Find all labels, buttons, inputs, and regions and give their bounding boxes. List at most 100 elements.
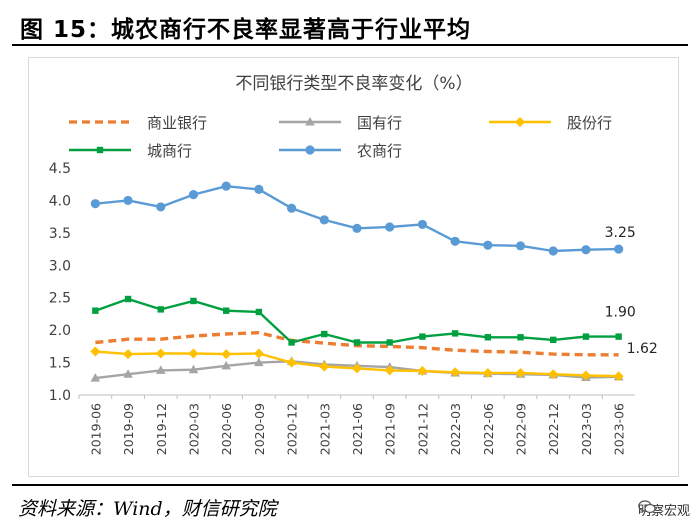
x-tick-label-15: 2023-03 (579, 403, 594, 455)
legend-2-marker (515, 117, 525, 127)
series-4-point-16 (614, 244, 624, 254)
x-tick-label-6: 2020-12 (285, 403, 300, 455)
series-4-point-1 (123, 195, 133, 206)
series-2-point-6 (286, 357, 297, 368)
brand-watermark: 明察宏观 (638, 500, 690, 519)
series-1-point-2 (155, 365, 166, 374)
series-2-point-13 (515, 367, 526, 378)
chart-frame: 不同银行类型不良率变化（%） 商业银行 国有行 股份行 城商行 农商行 1.0 1.5 2.0 2… (28, 57, 679, 477)
series-3-point-8 (353, 339, 361, 346)
figure-header: 图 15：城农商行不良率显著高于行业平均 (12, 8, 688, 44)
legend-4-label: 农商行 (357, 142, 402, 160)
series-3-point-5 (255, 308, 263, 316)
series-4-point-15 (581, 245, 591, 255)
y-tick-label-1: 1.5 (49, 356, 71, 372)
series-4-point-7 (319, 215, 329, 225)
series-1-point-5 (254, 357, 264, 367)
series-2-point-9 (384, 365, 395, 376)
series-1-point-0 (90, 373, 101, 382)
series-2-point-14 (548, 369, 559, 380)
series-4-point-12 (483, 240, 493, 250)
series-2-point-16 (613, 371, 624, 382)
bottom-rule (12, 484, 688, 486)
series-2-point-0 (90, 346, 101, 357)
legend-3-marker (96, 146, 104, 154)
x-tick-label-2: 2019-12 (154, 403, 169, 455)
x-tick-label-16: 2023-06 (612, 403, 627, 455)
series-4-point-10 (417, 219, 428, 230)
series-3-point-12 (484, 334, 492, 341)
series-4-point-11 (450, 236, 460, 246)
legend-1-label: 国有行 (357, 114, 402, 132)
x-tick-label-4: 2020-06 (219, 403, 234, 455)
x-tick-label-1: 2019-09 (121, 403, 136, 455)
series-2-point-10 (417, 366, 428, 377)
series-3-point-2 (157, 306, 164, 313)
series-1-point-3 (188, 364, 199, 374)
chart-title: 不同银行类型不良率变化（%） (235, 74, 472, 94)
annotation-1: 1.90 (605, 305, 636, 321)
annotation-2: 1.62 (627, 341, 658, 357)
series-4-point-13 (515, 241, 526, 251)
series-4-point-14 (548, 246, 558, 256)
series-3-point-4 (222, 307, 230, 314)
series-4-point-9 (385, 222, 395, 232)
y-tick-label-0: 1.0 (49, 388, 71, 404)
series-3-line (94, 297, 619, 344)
x-tick-label-3: 2020-03 (186, 403, 201, 455)
legend-4-marker (305, 145, 315, 155)
series-2-point-5 (253, 348, 264, 359)
series-3-point-15 (582, 333, 590, 340)
series-1-point-1 (123, 369, 133, 378)
series-2-point-4 (221, 349, 232, 360)
series-4-point-5 (254, 184, 264, 195)
series-3-point-10 (419, 333, 426, 340)
x-tick-label-0: 2019-06 (88, 403, 103, 455)
series-3-point-16 (615, 333, 622, 340)
x-tick-label-7: 2021-03 (317, 403, 332, 455)
series-3-point-1 (124, 295, 132, 303)
series-4-point-4 (221, 181, 231, 191)
x-tick-label-8: 2021-06 (350, 403, 365, 455)
series-3-point-6 (288, 339, 295, 346)
series-2-point-11 (450, 367, 461, 378)
series-4-point-2 (156, 202, 166, 212)
series-3-point-11 (451, 330, 459, 337)
series-4-point-0 (90, 199, 100, 209)
x-tick-label-9: 2021-09 (383, 403, 398, 455)
x-tick-label-12: 2022-06 (481, 403, 496, 455)
series-1-point-4 (221, 360, 231, 370)
y-tick-label-4: 3.0 (49, 258, 71, 274)
x-tick-label-11: 2022-03 (448, 403, 463, 455)
x-tick-label-5: 2020-09 (252, 403, 267, 455)
series-4-point-6 (286, 203, 297, 213)
legend-2-label: 股份行 (567, 114, 612, 132)
series-2-point-2 (155, 348, 166, 359)
top-rule (12, 44, 688, 46)
series-0-line (95, 331, 619, 357)
x-tick-label-13: 2022-09 (514, 403, 529, 455)
series-2-point-7 (319, 361, 330, 372)
x-tick-label-14: 2022-12 (546, 403, 561, 455)
series-3-point-9 (386, 339, 393, 346)
series-3-point-14 (550, 336, 557, 344)
y-tick-label-3: 2.5 (49, 291, 71, 307)
series-4-point-8 (352, 223, 362, 233)
series-2-point-15 (580, 370, 591, 381)
legend-1-marker (305, 117, 315, 126)
series-4-line (95, 184, 619, 253)
series-2-point-3 (188, 348, 199, 359)
y-tick-label-2: 2.0 (49, 323, 71, 339)
y-tick-label-5: 3.5 (49, 226, 71, 242)
figure-title: 图 15：城农商行不良率显著高于行业平均 (20, 17, 472, 43)
series-2-point-12 (482, 367, 493, 378)
series-2-point-8 (352, 363, 362, 374)
y-tick-label-6: 4.0 (49, 193, 71, 209)
series-4-point-3 (188, 189, 199, 200)
annotation-0: 3.25 (605, 225, 636, 241)
series-2-point-1 (123, 349, 134, 360)
source-note: 资料来源：Wind，财信研究院 (18, 498, 277, 520)
legend-0-label: 商业银行 (147, 114, 207, 132)
y-tick-label-7: 4.5 (49, 161, 71, 177)
